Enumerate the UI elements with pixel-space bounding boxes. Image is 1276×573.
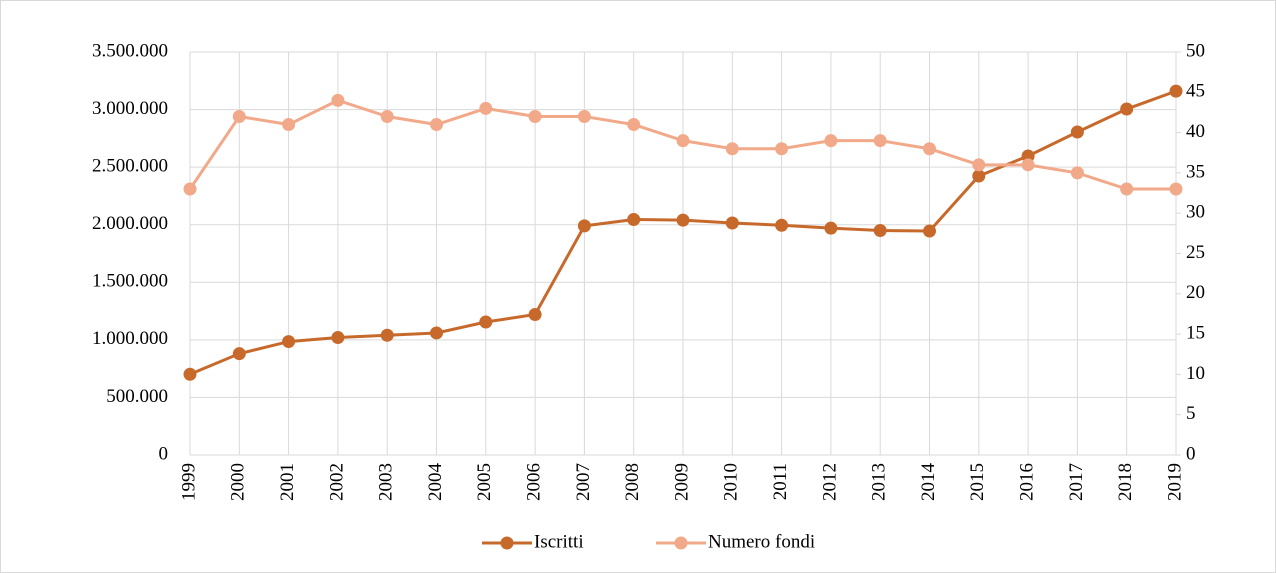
legend-marker	[500, 536, 514, 550]
legend-label: Iscritti	[534, 531, 584, 552]
y2-tick-label: 15	[1186, 322, 1205, 343]
series-marker	[479, 101, 493, 115]
series-marker	[232, 347, 246, 361]
legend-label: Numero fondi	[708, 531, 815, 552]
series-marker	[1120, 182, 1134, 196]
series-marker	[1021, 158, 1035, 172]
x-tick-label: 2008	[622, 463, 643, 501]
series-marker	[775, 142, 789, 156]
x-tick-label: 2019	[1164, 463, 1185, 501]
series-marker	[528, 109, 542, 123]
y-tick-label: 2.000.000	[92, 213, 168, 234]
y2-tick-label: 20	[1186, 282, 1205, 303]
x-tick-label: 2002	[326, 463, 347, 501]
y2-tick-label: 35	[1186, 161, 1205, 182]
x-tick-label: 2017	[1066, 463, 1087, 501]
series-marker	[676, 213, 690, 227]
x-tick-label: 2001	[277, 463, 298, 501]
series-marker	[775, 218, 789, 232]
y2-tick-label: 0	[1186, 443, 1196, 464]
x-tick-label: 2007	[573, 463, 594, 501]
series-marker	[1169, 182, 1183, 196]
series-marker	[282, 118, 296, 132]
x-tick-label: 2015	[967, 463, 988, 501]
series-marker	[1120, 102, 1134, 116]
x-tick-label: 2012	[819, 463, 840, 501]
x-tick-label: 1999	[178, 463, 199, 501]
series-marker	[824, 221, 838, 235]
x-tick-label: 2014	[918, 463, 939, 502]
series-marker	[923, 224, 936, 238]
series-marker	[183, 367, 197, 381]
series-marker	[972, 169, 986, 183]
x-tick-label: 2004	[425, 463, 446, 502]
x-tick-label: 2000	[228, 463, 249, 501]
series-marker	[873, 223, 887, 237]
series-marker	[282, 335, 296, 349]
series-marker	[627, 118, 641, 132]
y2-tick-label: 25	[1186, 242, 1205, 263]
series-marker	[380, 109, 394, 123]
y-tick-label: 3.500.000	[92, 40, 168, 61]
y2-tick-label: 50	[1186, 40, 1205, 61]
y2-tick-label: 45	[1186, 81, 1205, 102]
series-marker	[824, 134, 838, 148]
series-marker	[725, 142, 739, 156]
series-marker	[1070, 166, 1084, 180]
series-marker	[232, 109, 246, 123]
series-marker	[1169, 84, 1183, 98]
series-marker	[577, 219, 591, 233]
x-tick-label: 2010	[721, 463, 742, 501]
y-tick-label: 3.000.000	[92, 98, 168, 119]
x-tick-label: 2009	[671, 463, 692, 501]
legend-marker	[674, 536, 688, 550]
y2-tick-label: 5	[1186, 403, 1196, 424]
series-marker	[577, 109, 591, 123]
x-tick-label: 2018	[1115, 463, 1136, 501]
x-tick-label: 2005	[474, 463, 495, 501]
y2-tick-label: 10	[1186, 363, 1205, 384]
series-marker	[923, 142, 936, 156]
x-tick-label: 2011	[770, 463, 791, 500]
y2-tick-label: 40	[1186, 121, 1205, 142]
series-marker	[430, 326, 443, 340]
y-tick-label: 1.500.000	[92, 271, 168, 292]
series-marker	[479, 315, 493, 329]
x-tick-label: 2016	[1016, 463, 1037, 501]
series-marker	[528, 308, 542, 322]
y-tick-label: 0	[159, 443, 169, 464]
y2-tick-label: 30	[1186, 202, 1205, 223]
series-marker	[873, 134, 887, 148]
series-marker	[331, 331, 345, 345]
series-marker	[725, 216, 739, 230]
series-marker	[676, 134, 690, 148]
series-marker	[1070, 125, 1084, 139]
x-tick-label: 2006	[523, 463, 544, 501]
x-tick-label: 2013	[869, 463, 890, 501]
series-marker	[380, 328, 394, 342]
series-marker	[972, 158, 986, 172]
series-marker	[331, 93, 345, 107]
x-tick-label: 2003	[376, 463, 397, 501]
series-marker	[430, 118, 443, 132]
series-marker	[183, 182, 197, 196]
y-tick-label: 2.500.000	[92, 156, 168, 177]
y-tick-label: 1.000.000	[92, 328, 168, 349]
y-tick-label: 500.000	[106, 386, 168, 407]
series-marker	[627, 213, 641, 227]
